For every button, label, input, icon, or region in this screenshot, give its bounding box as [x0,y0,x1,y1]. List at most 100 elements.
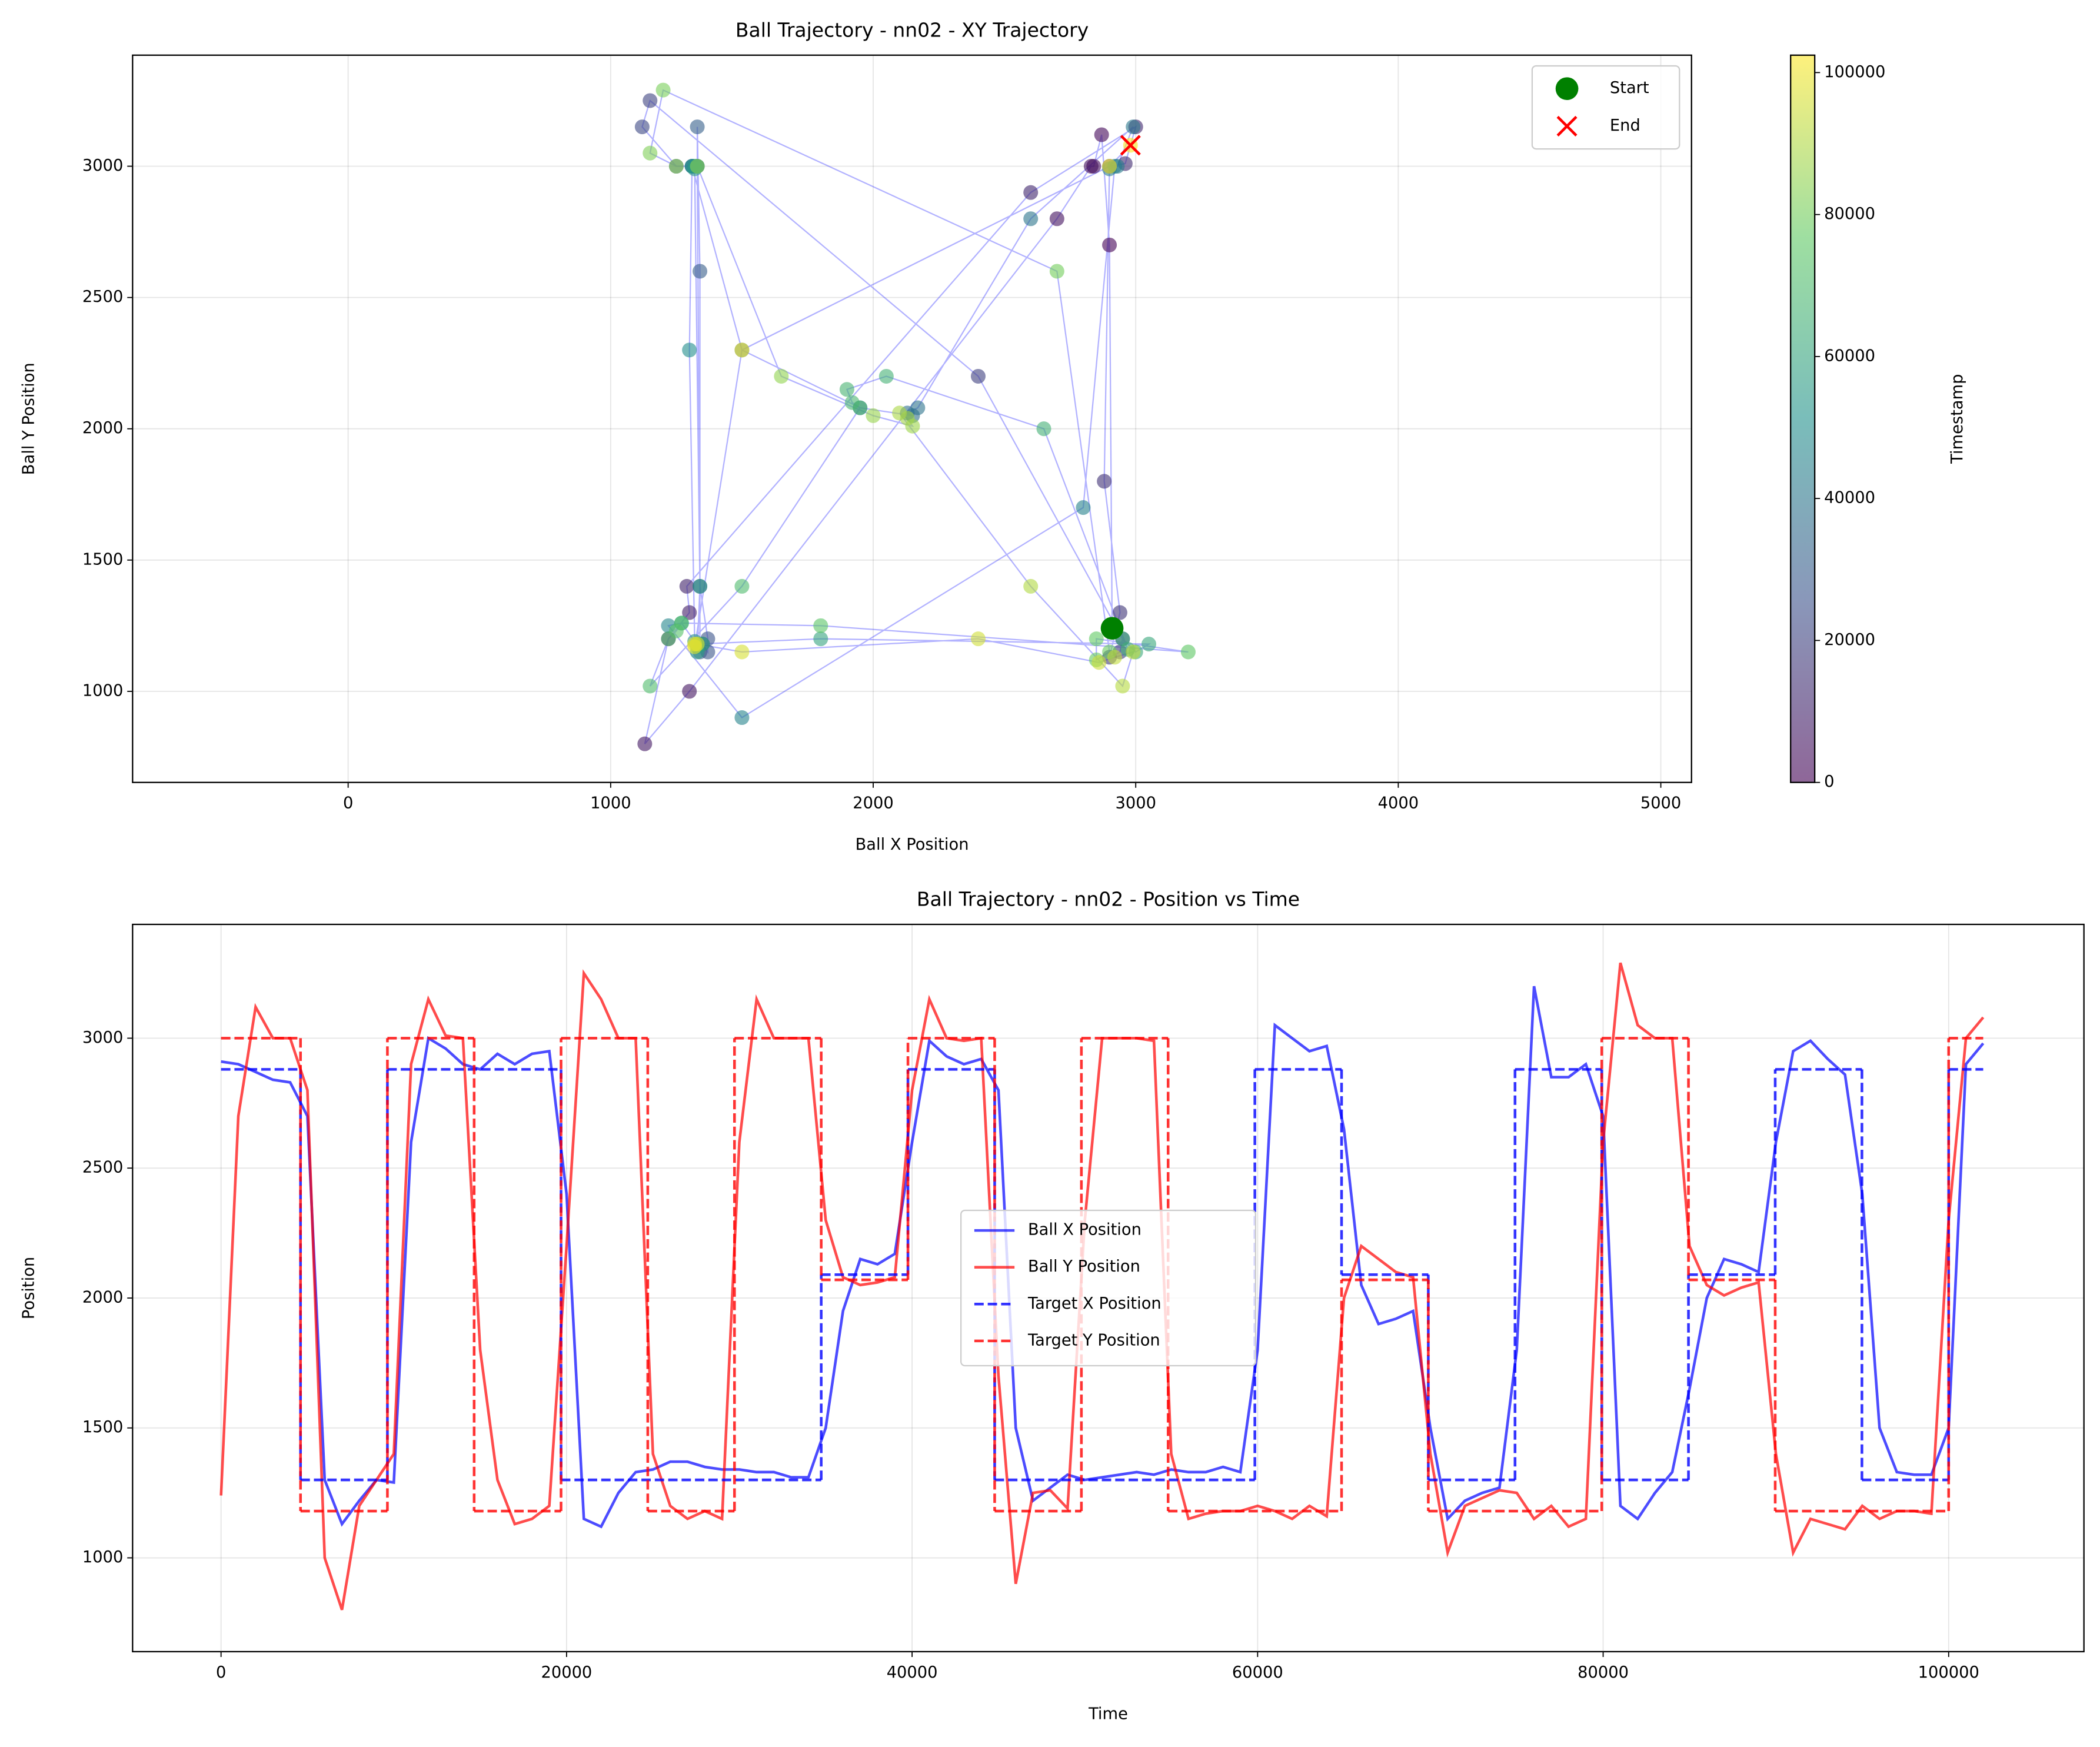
colorbar-tick-label: 0 [1824,773,1834,791]
y-tick-label: 2000 [82,1288,123,1306]
series-line [221,986,1985,1529]
trajectory-point [853,400,868,415]
trajectory-point [1036,421,1051,437]
x-tick-label: 0 [216,1663,226,1682]
trajectory-point [687,639,703,654]
trajectory-point [1094,127,1109,142]
trajectory-point [1107,650,1123,665]
y-axis-label: Ball Y Position [20,362,38,475]
legend-box [960,1209,1257,1367]
trajectory-point [1083,158,1099,174]
y-tick-label: 1500 [82,550,123,568]
trajectory-point [643,93,658,108]
trajectory-point [910,400,926,415]
trajectory-point [634,119,650,135]
trajectory-point [679,578,694,594]
y-tick-label: 2500 [82,288,123,306]
x-tick-label: 100000 [1918,1663,1979,1682]
trajectory-point [1049,264,1064,279]
legend-label: Ball Y Position [1028,1257,1140,1276]
legend-symbol [1556,115,1578,137]
trajectory-point [1102,237,1117,252]
legend-label: Target X Position [1027,1295,1162,1313]
trajectory-point [643,145,658,161]
trajectory-point [1091,655,1107,670]
trajectory-point [1097,474,1112,489]
trajectory-point [637,736,653,751]
trajectory-point [813,631,828,647]
trajectory-point [693,264,708,279]
x-tick-label: 4000 [1378,794,1419,813]
trajectory-point [643,678,658,694]
trajectory-point [682,684,697,699]
x-tick-label: 40000 [887,1663,938,1682]
legend-box [1531,65,1680,150]
legend-symbol [1555,77,1579,101]
x-tick-label: 2000 [853,794,893,813]
trajectory-point [813,618,828,633]
y-tick-label: 1000 [82,681,123,700]
trajectory-point [668,158,684,174]
trajectory-point [690,119,705,135]
colorbar-tick-label: 100000 [1824,63,1885,81]
end-marker [1120,135,1141,156]
colorbar [1791,55,1815,783]
trajectory-point [682,342,697,358]
trajectory-point [734,578,750,594]
trajectory-point [1115,678,1130,694]
trajectory-point [866,408,881,423]
trajectory-point [1126,644,1141,660]
trajectory-point [1089,631,1104,647]
x-tick-label: 20000 [541,1663,592,1682]
x-tick-label: 60000 [1232,1663,1283,1682]
trajectory-point [1112,605,1127,620]
trajectory-point [655,82,671,98]
plot-frame [132,923,2085,1653]
trajectory-point [690,158,705,174]
y-axis-label: Position [20,1257,38,1319]
trajectory-point [734,342,750,358]
trajectory-point [878,368,894,384]
y-tick-label: 2000 [82,419,123,437]
x-tick-label: 5000 [1640,794,1681,813]
trajectory-point [1049,211,1064,227]
trajectory-point [970,631,986,647]
trajectory-point [734,710,750,726]
x-tick-label: 0 [343,794,353,813]
trajectory-point [892,405,907,421]
legend-label: Target Y Position [1027,1331,1160,1349]
trajectory-point [1023,211,1039,227]
trajectory-point [674,615,689,631]
chart-title: Ball Trajectory - nn02 - Position vs Tim… [917,888,1300,911]
trajectory-point [1180,644,1196,660]
y-tick-label: 3000 [82,1029,123,1047]
trajectory-point [1023,185,1039,200]
trajectory-point [682,605,697,620]
start-marker [1100,617,1124,640]
colorbar-tick-label: 20000 [1824,631,1875,649]
trajectory-point [1126,119,1141,135]
trajectory-point [1076,500,1091,515]
x-tick-label: 3000 [1115,794,1156,813]
y-tick-label: 1000 [82,1548,123,1566]
trajectory-point [693,578,708,594]
trajectory-point [1102,158,1117,174]
trajectory-point [734,644,750,660]
x-tick-label: 1000 [590,794,631,813]
chart-title: Ball Trajectory - nn02 - XY Trajectory [736,18,1089,41]
colorbar-label: Timestamp [1948,374,1966,464]
y-tick-label: 1500 [82,1418,123,1436]
y-tick-label: 2500 [82,1159,123,1177]
trajectory-point [970,368,986,384]
trajectory-point [1023,578,1039,594]
legend-label: End [1610,117,1640,135]
y-tick-label: 3000 [82,157,123,175]
legend-label: Ball X Position [1028,1221,1141,1239]
legend-label: Start [1610,79,1649,97]
plot-frame [132,54,1692,783]
trajectory-point [839,382,854,397]
x-axis-label: Time [1088,1705,1128,1723]
colorbar-tick-label: 60000 [1824,347,1875,365]
